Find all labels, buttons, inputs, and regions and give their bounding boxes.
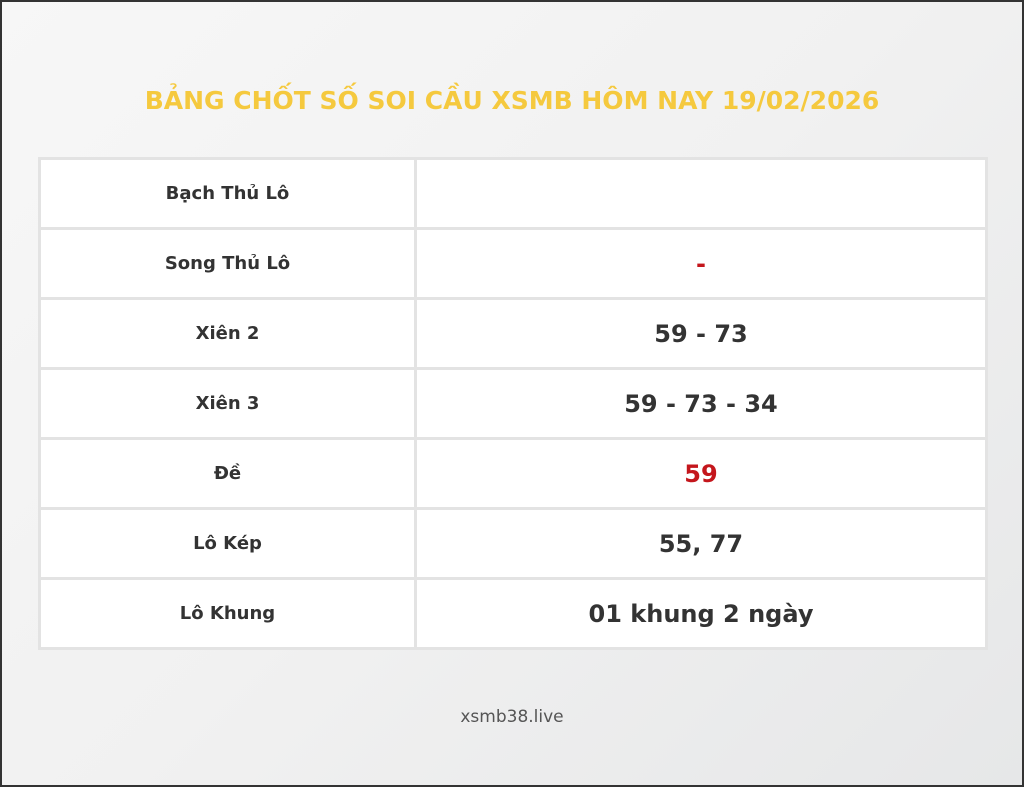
row-value: 01 khung 2 ngày (414, 577, 988, 650)
table-row: Xiên 3 59 - 73 - 34 (38, 367, 988, 440)
row-label: Bạch Thủ Lô (38, 157, 417, 230)
prediction-table: Bạch Thủ Lô Song Thủ Lô - Xiên 2 59 - 73… (38, 157, 988, 650)
row-value: - (414, 227, 988, 300)
row-value: 59 - 73 (414, 297, 988, 370)
row-label: Xiên 2 (38, 297, 417, 370)
row-label: Đề (38, 437, 417, 510)
row-value (414, 157, 988, 230)
table-row: Bạch Thủ Lô (38, 157, 988, 230)
footer-site-name: xsmb38.live (460, 707, 564, 727)
row-value: 59 - 73 - 34 (414, 367, 988, 440)
table-row: Lô Khung 01 khung 2 ngày (38, 577, 988, 650)
page-title: BẢNG CHỐT SỐ SOI CẦU XSMB HÔM NAY 19/02/… (144, 86, 880, 115)
table-row: Song Thủ Lô - (38, 227, 988, 300)
table-row: Lô Kép 55, 77 (38, 507, 988, 580)
table-row: Đề 59 (38, 437, 988, 510)
row-label: Lô Kép (38, 507, 417, 580)
row-value: 55, 77 (414, 507, 988, 580)
row-label: Xiên 3 (38, 367, 417, 440)
row-value: 59 (414, 437, 988, 510)
table-row: Xiên 2 59 - 73 (38, 297, 988, 370)
row-label: Song Thủ Lô (38, 227, 417, 300)
row-label: Lô Khung (38, 577, 417, 650)
